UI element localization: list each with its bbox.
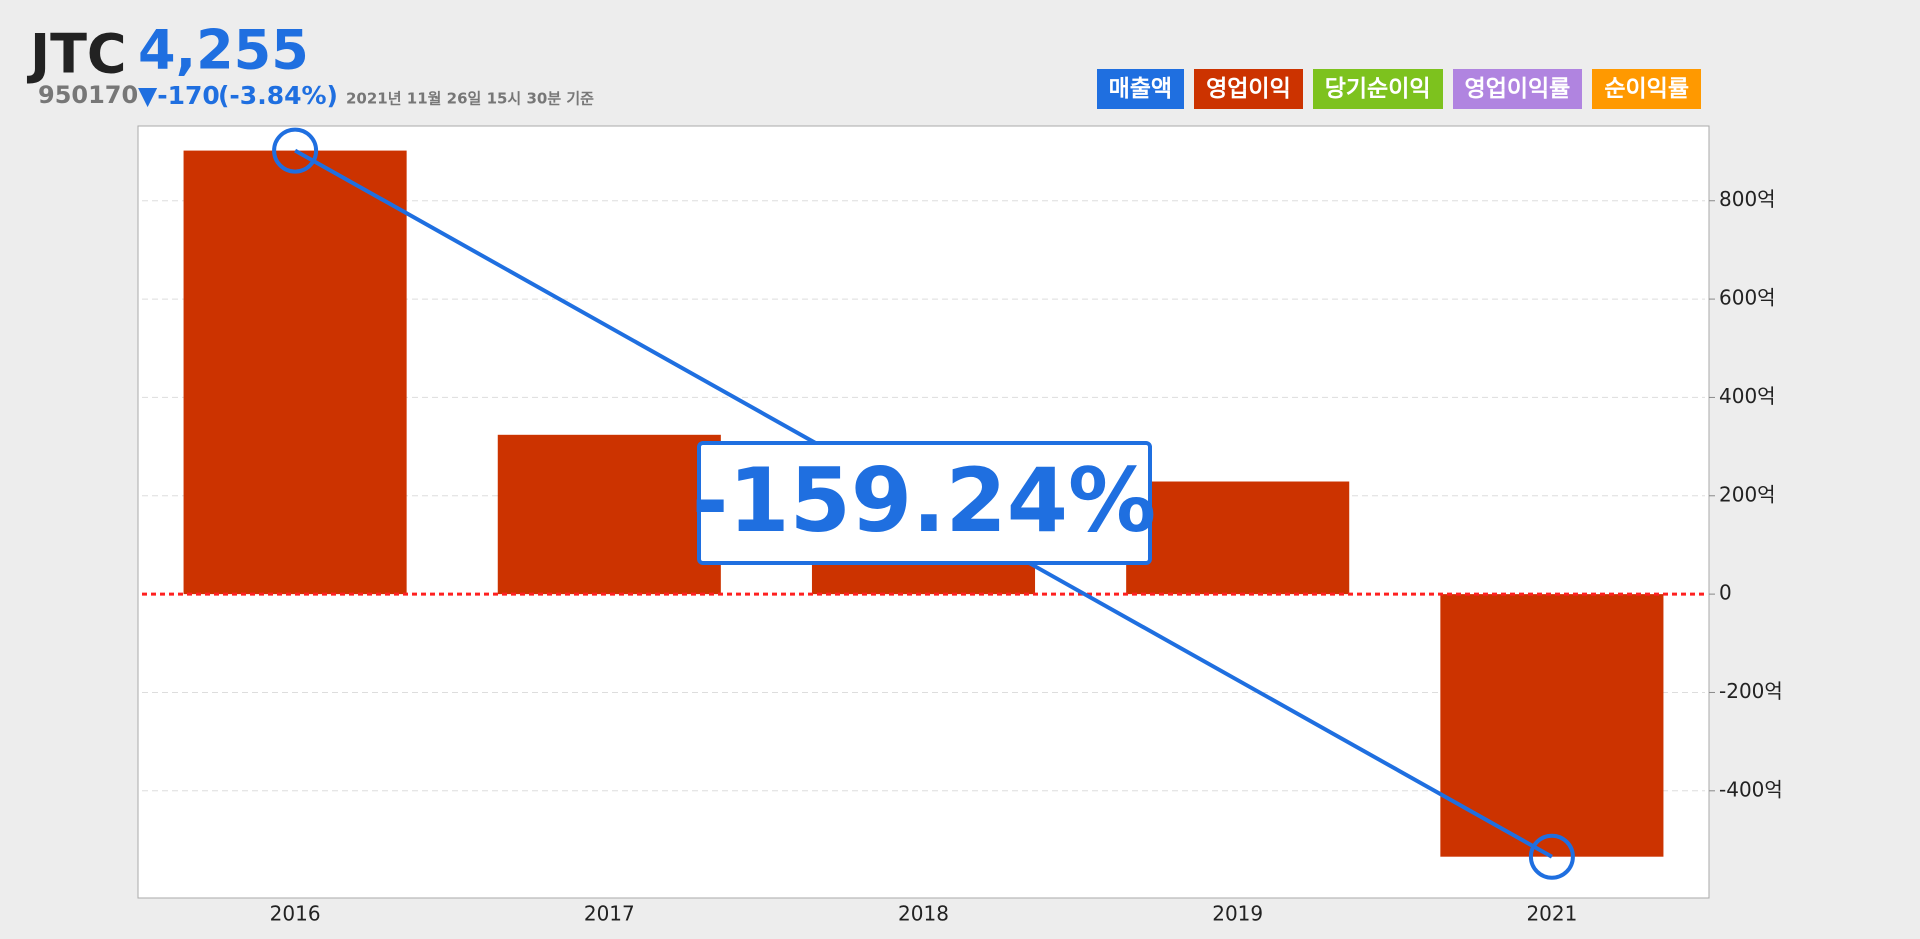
bar: [1440, 594, 1664, 857]
annotation-box: [697, 441, 1152, 565]
change-start-marker: [272, 127, 319, 174]
price-change-pct: (-3.84%): [218, 81, 338, 110]
y-tick-label: 600억: [1719, 286, 1776, 310]
x-tick-label: 2018: [898, 902, 949, 926]
legend: 매출액 영업이익 당기순이익 영업이익률 순이익률: [1096, 69, 1701, 109]
x-tick-label: 2019: [1212, 902, 1263, 926]
y-tick-label: -400억: [1719, 777, 1783, 801]
y-tick-label: -200억: [1719, 679, 1783, 703]
y-tick-label: 400억: [1719, 384, 1776, 408]
bar: [1126, 481, 1350, 595]
bar: [183, 150, 407, 595]
legend-button[interactable]: 순이익률: [1592, 69, 1701, 109]
price-change: ▼-170: [138, 81, 220, 110]
timestamp: 2021년 11월 26일 15시 30분 기준: [346, 90, 594, 108]
legend-button[interactable]: 영업이익: [1194, 69, 1303, 109]
x-tick-label: 2017: [584, 902, 635, 926]
x-tick-label: 2016: [270, 902, 321, 926]
x-tick-label: 2021: [1526, 902, 1577, 926]
legend-button[interactable]: 당기순이익: [1312, 69, 1443, 109]
stock-name: JTC: [26, 23, 127, 86]
y-tick-label: 0: [1719, 581, 1732, 605]
annotation-text: -159.24%: [692, 449, 1156, 552]
legend-button[interactable]: 매출액: [1096, 69, 1185, 109]
legend-button[interactable]: 영업이익률: [1452, 69, 1583, 109]
stock-code: 950170: [38, 81, 138, 109]
bar: [497, 434, 721, 595]
change-end-marker: [1528, 833, 1575, 880]
stock-price: 4,255: [138, 19, 309, 82]
y-tick-label: 800억: [1719, 187, 1776, 211]
y-tick-label: 200억: [1719, 482, 1776, 506]
